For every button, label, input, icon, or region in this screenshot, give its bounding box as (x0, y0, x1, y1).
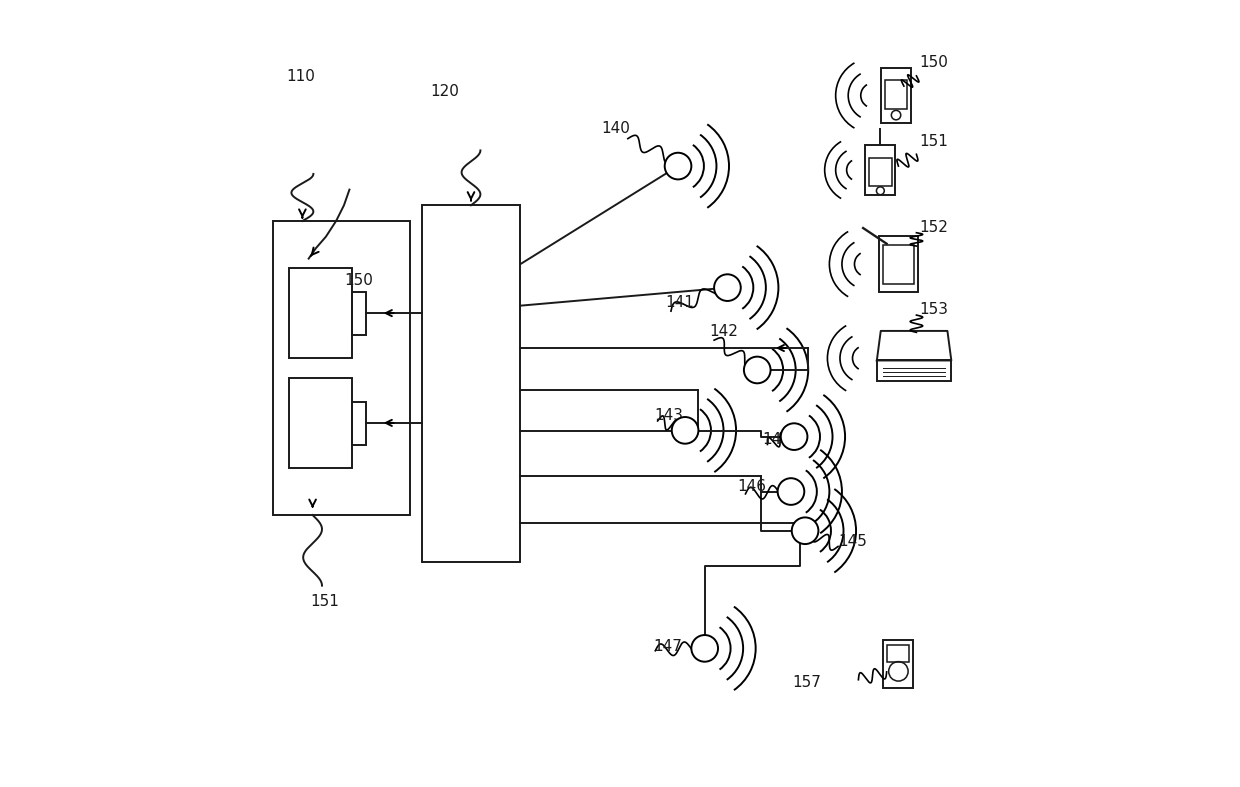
Bar (877, 360, 951, 381)
Bar (352, 292, 366, 335)
Text: 110: 110 (286, 68, 316, 83)
Text: 144: 144 (763, 432, 791, 447)
Bar (879, 236, 918, 292)
Bar (885, 80, 906, 109)
Circle shape (781, 423, 807, 450)
Bar (273, 221, 410, 515)
Text: 151: 151 (920, 134, 949, 149)
Text: 152: 152 (920, 220, 949, 235)
Bar (866, 145, 895, 195)
Bar (868, 158, 892, 186)
Text: 143: 143 (655, 408, 683, 423)
Text: 145: 145 (838, 534, 867, 549)
Bar (883, 640, 914, 689)
Bar (423, 205, 521, 562)
Circle shape (665, 153, 692, 179)
Circle shape (692, 635, 718, 662)
Bar (883, 245, 914, 284)
Circle shape (714, 275, 740, 301)
Circle shape (744, 357, 770, 383)
Text: 142: 142 (709, 324, 738, 339)
Text: 157: 157 (792, 675, 821, 690)
Circle shape (792, 517, 818, 544)
Circle shape (777, 478, 805, 504)
Text: 151: 151 (310, 594, 339, 609)
Text: 141: 141 (666, 295, 694, 310)
Bar (289, 378, 352, 468)
Text: 150: 150 (920, 55, 949, 70)
Bar (882, 68, 911, 123)
Bar (289, 268, 352, 358)
Bar (888, 645, 909, 663)
Text: 140: 140 (601, 121, 630, 136)
Text: 147: 147 (653, 639, 682, 654)
Text: 150: 150 (343, 272, 373, 287)
Text: 120: 120 (430, 84, 459, 99)
Circle shape (672, 417, 698, 444)
Text: 146: 146 (738, 478, 766, 494)
Text: 153: 153 (920, 301, 949, 316)
Bar (352, 401, 366, 445)
